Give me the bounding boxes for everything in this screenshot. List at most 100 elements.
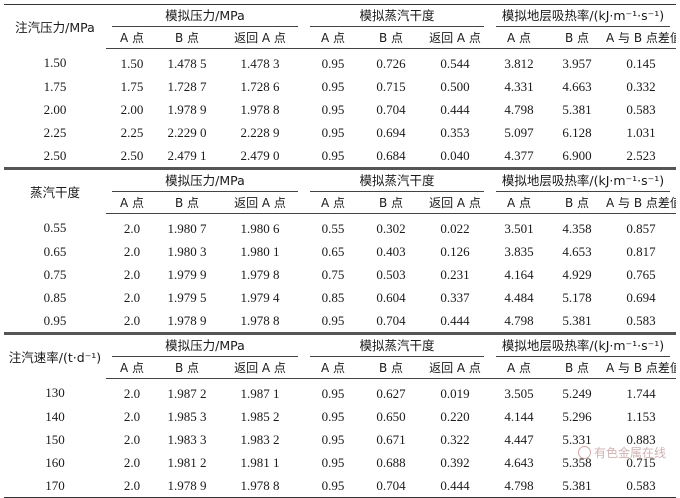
sub-header-B: B 点 <box>548 27 607 49</box>
table-row: 140 2.0 1.985 3 1.985 2 0.95 0.650 0.220 4.144 5… <box>4 405 676 428</box>
table-row: 130 2.0 1.987 2 1.987 1 0.95 0.627 0.019 3.505 5… <box>4 379 676 406</box>
heat-group-header: 模拟地层吸热率/(kJ·m⁻¹·s⁻¹) <box>490 169 676 192</box>
value-cell: 4.929 <box>562 266 592 282</box>
value-cell: 1.985 3 <box>167 408 207 424</box>
pressure-group-header-text: 模拟压力/MPa <box>111 170 299 192</box>
value-cell: 0.694 <box>376 124 406 140</box>
row-param-cell: 150 <box>45 431 65 447</box>
value-cell: 0.332 <box>626 78 656 94</box>
value-cell: 1.980 1 <box>240 243 280 259</box>
value-cell: 4.358 <box>562 220 592 236</box>
value-cell: 1.987 2 <box>167 385 207 401</box>
value-cell: 5.097 <box>504 124 534 140</box>
group-header-row: 蒸汽干度 模拟压力/MPa 模拟蒸汽干度 模拟地层吸热率/(kJ·m⁻¹·s⁻¹) <box>4 169 676 200</box>
value-cell: 1.153 <box>626 408 656 424</box>
value-cell: 2.0 <box>123 454 141 470</box>
value-cell: 0.583 <box>606 474 677 498</box>
table-row: 2.00 2.00 1.978 9 1.978 8 0.95 0.704 0.444 4.79… <box>4 98 676 121</box>
row-label-header: 注汽压力/MPa <box>4 4 106 49</box>
value-cell: 0.650 <box>376 408 406 424</box>
value-cell: 0.444 <box>420 309 491 335</box>
value-cell: 5.381 <box>562 101 592 117</box>
heat-group-header: 模拟地层吸热率/(kJ·m⁻¹·s⁻¹) <box>490 4 677 27</box>
sub-header-return: 返回 A 点 <box>420 27 491 49</box>
value-cell: 1.979 4 <box>240 289 280 305</box>
sub-header-diff: A 与 B 点差值 <box>606 192 677 214</box>
value-cell: 2.25 <box>120 124 144 140</box>
value-cell: 1.744 <box>626 385 656 401</box>
pressure-group-header-text: 模拟压力/MPa <box>111 335 299 357</box>
value-cell: 0.95 <box>321 124 345 140</box>
value-cell: 1.980 7 <box>167 220 207 236</box>
sub-header-diff: A 与 B 点差值 <box>606 27 677 49</box>
heat-group-header-text: 模拟地层吸热率/(kJ·m⁻¹·s⁻¹) <box>495 5 671 27</box>
quality-group-header: 模拟蒸汽干度 <box>304 4 491 27</box>
value-cell: 0.583 <box>606 309 677 335</box>
table-row: 1.75 1.75 1.728 7 1.728 6 0.95 0.715 0.500 4.33… <box>4 75 676 98</box>
value-cell: 1.478 5 <box>167 55 207 71</box>
value-cell: 4.447 <box>504 431 534 447</box>
table-row: 170 2.0 1.978 9 1.978 8 0.95 0.704 0.444 4.798 5… <box>4 474 677 498</box>
value-cell: 5.249 <box>562 385 592 401</box>
value-cell: 1.985 2 <box>240 408 280 424</box>
value-cell: 1.978 8 <box>216 309 304 335</box>
value-cell: 1.980 6 <box>240 220 280 236</box>
value-cell: 3.505 <box>504 385 534 401</box>
value-cell: 4.798 <box>504 101 534 117</box>
group-header-row: 注汽速率/(t·d⁻¹) 模拟压力/MPa 模拟蒸汽干度 模拟地层吸热率/(kJ·m⁻… <box>4 334 676 365</box>
value-cell: 0.85 <box>321 289 345 305</box>
value-cell: 1.031 <box>626 124 656 140</box>
value-cell: 0.65 <box>321 243 345 259</box>
value-cell: 2.0 <box>106 309 158 335</box>
value-cell: 1.980 3 <box>167 243 207 259</box>
value-cell: 1.728 7 <box>167 78 207 94</box>
value-cell: 2.229 0 <box>167 124 207 140</box>
row-param-cell: 0.65 <box>43 243 67 259</box>
value-cell: 1.478 3 <box>240 55 280 71</box>
value-cell: 2.00 <box>120 101 144 117</box>
value-cell: 2.479 0 <box>216 144 304 170</box>
value-cell: 0.95 <box>321 431 345 447</box>
table-row: 0.75 2.0 1.979 9 1.979 8 0.75 0.503 0.231 4.164… <box>4 263 676 286</box>
value-cell: 1.979 8 <box>240 266 280 282</box>
value-cell: 4.798 <box>490 474 549 498</box>
value-cell: 0.322 <box>440 431 470 447</box>
heat-group-header: 模拟地层吸热率/(kJ·m⁻¹·s⁻¹) <box>490 334 676 357</box>
value-cell: 0.95 <box>321 101 345 117</box>
value-cell: 0.765 <box>626 266 656 282</box>
value-cell: 1.978 9 <box>158 309 216 335</box>
value-cell: 1.978 8 <box>216 474 304 498</box>
row-param-cell: 0.55 <box>43 220 67 236</box>
value-cell: 2.50 <box>106 144 158 170</box>
value-cell: 2.0 <box>123 266 141 282</box>
sub-header-A: A 点 <box>106 357 158 379</box>
value-cell: 6.128 <box>562 124 592 140</box>
value-cell: 4.643 <box>504 454 534 470</box>
row-param-cell: 0.95 <box>4 309 106 335</box>
quality-group-header-text: 模拟蒸汽干度 <box>309 170 485 192</box>
table-body: 注汽压力/MPa 模拟压力/MPa 模拟蒸汽干度 模拟地层吸热率/(kJ·m⁻¹·s⁻… <box>4 4 677 498</box>
value-cell: 2.0 <box>123 431 141 447</box>
row-param-cell: 1.75 <box>43 78 67 94</box>
value-cell: 1.983 3 <box>167 431 207 447</box>
value-cell: 0.671 <box>376 431 406 447</box>
value-cell: 2.0 <box>123 220 141 236</box>
value-cell: 0.220 <box>440 408 470 424</box>
value-cell: 0.95 <box>321 78 345 94</box>
heat-group-header-text: 模拟地层吸热率/(kJ·m⁻¹·s⁻¹) <box>495 335 671 357</box>
value-cell: 4.484 <box>504 289 534 305</box>
value-cell: 0.95 <box>304 474 362 498</box>
table-row: 0.55 2.0 1.980 7 1.980 6 0.55 0.302 0.022 3.501… <box>4 214 676 241</box>
sub-header-B: B 点 <box>158 192 216 214</box>
value-cell: 1.75 <box>120 78 144 94</box>
watermark-logo-icon <box>577 446 591 459</box>
value-cell: 0.231 <box>440 266 470 282</box>
value-cell: 5.331 <box>562 431 592 447</box>
value-cell: 0.040 <box>420 144 491 170</box>
heat-group-header-text: 模拟地层吸热率/(kJ·m⁻¹·s⁻¹) <box>495 170 671 192</box>
row-param-cell: 160 <box>45 454 65 470</box>
value-cell: 1.987 1 <box>240 385 280 401</box>
value-cell: 3.835 <box>504 243 534 259</box>
table-row: 150 2.0 1.983 3 1.983 2 0.95 0.671 0.322 4.447 5… <box>4 428 676 451</box>
